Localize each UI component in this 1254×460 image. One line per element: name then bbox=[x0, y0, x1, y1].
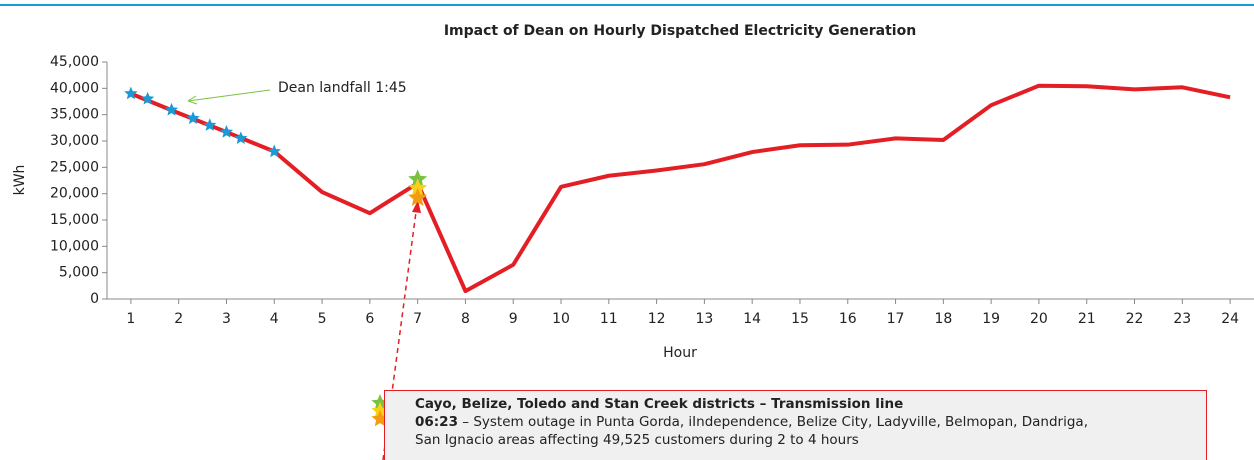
x-tick-label: 14 bbox=[743, 311, 761, 327]
star-marker bbox=[124, 86, 138, 100]
callout-time: 06:23 bbox=[415, 414, 458, 430]
x-tick-label: 12 bbox=[648, 311, 666, 327]
y-tick-label: 5,000 bbox=[59, 265, 99, 281]
x-tick-label: 19 bbox=[982, 311, 1000, 327]
x-tick-label: 7 bbox=[413, 311, 422, 327]
star-marker bbox=[234, 131, 248, 144]
x-axis-label: Hour bbox=[663, 345, 697, 361]
chart-title: Impact of Dean on Hourly Dispatched Elec… bbox=[444, 23, 916, 39]
callout-arrow bbox=[382, 211, 417, 460]
y-tick-label: 15,000 bbox=[50, 212, 99, 228]
star-marker bbox=[408, 178, 428, 197]
x-tick-label: 18 bbox=[934, 311, 952, 327]
y-tick-label: 40,000 bbox=[50, 80, 99, 96]
x-tick-label: 17 bbox=[887, 311, 905, 327]
x-tick-label: 13 bbox=[695, 311, 713, 327]
star-marker bbox=[408, 187, 428, 206]
star-marker bbox=[164, 102, 179, 116]
x-tick-label: 16 bbox=[839, 311, 857, 327]
x-tick-label: 2 bbox=[174, 311, 183, 327]
y-tick-label: 35,000 bbox=[50, 107, 99, 123]
x-tick-label: 3 bbox=[222, 311, 231, 327]
y-tick-label: 45,000 bbox=[50, 54, 99, 70]
x-tick-label: 10 bbox=[552, 311, 570, 327]
callout-title: Cayo, Belize, Toledo and Stan Creek dist… bbox=[415, 396, 904, 412]
x-tick-label: 22 bbox=[1126, 311, 1144, 327]
star-marker bbox=[219, 125, 234, 138]
y-tick-label: 25,000 bbox=[50, 159, 99, 175]
y-tick-label: 30,000 bbox=[50, 133, 99, 149]
y-tick-label: 10,000 bbox=[50, 238, 99, 254]
x-tick-label: 9 bbox=[509, 311, 518, 327]
x-tick-label: 4 bbox=[270, 311, 279, 327]
star-marker bbox=[141, 91, 155, 105]
callout-text: – System outage in Punta Gorda, iIndepen… bbox=[462, 414, 1088, 430]
x-tick-label: 23 bbox=[1173, 311, 1191, 327]
x-tick-label: 1 bbox=[126, 311, 135, 327]
callout-box: Cayo, Belize, Toledo and Stan Creek dist… bbox=[384, 390, 1207, 460]
y-tick-label: 0 bbox=[90, 291, 99, 307]
line-series bbox=[130, 83, 1231, 294]
callout-line: 06:23 – System outage in Punta Gorda, iI… bbox=[415, 413, 1206, 431]
x-tick-label: 15 bbox=[791, 311, 809, 327]
star-marker bbox=[186, 111, 200, 124]
callout-arrowhead bbox=[412, 200, 421, 213]
y-tick-label: 20,000 bbox=[50, 186, 99, 202]
x-tick-label: 8 bbox=[461, 311, 470, 327]
star-marker bbox=[267, 144, 281, 158]
x-tick-label: 5 bbox=[318, 311, 327, 327]
star-marker bbox=[203, 118, 217, 131]
callout-line: San Ignacio areas affecting 49,525 custo… bbox=[415, 432, 859, 448]
annotation: Dean landfall 1:45 bbox=[278, 80, 407, 96]
star-marker bbox=[408, 169, 428, 188]
x-tick-label: 6 bbox=[365, 311, 374, 327]
x-tick-label: 11 bbox=[600, 311, 618, 327]
x-tick-label: 24 bbox=[1221, 311, 1239, 327]
y-axis-label: kWh bbox=[12, 165, 28, 196]
x-tick-label: 21 bbox=[1078, 311, 1096, 327]
annotation-arrow bbox=[187, 89, 271, 102]
annotation-arrowhead bbox=[187, 95, 198, 105]
x-tick-label: 20 bbox=[1030, 311, 1048, 327]
